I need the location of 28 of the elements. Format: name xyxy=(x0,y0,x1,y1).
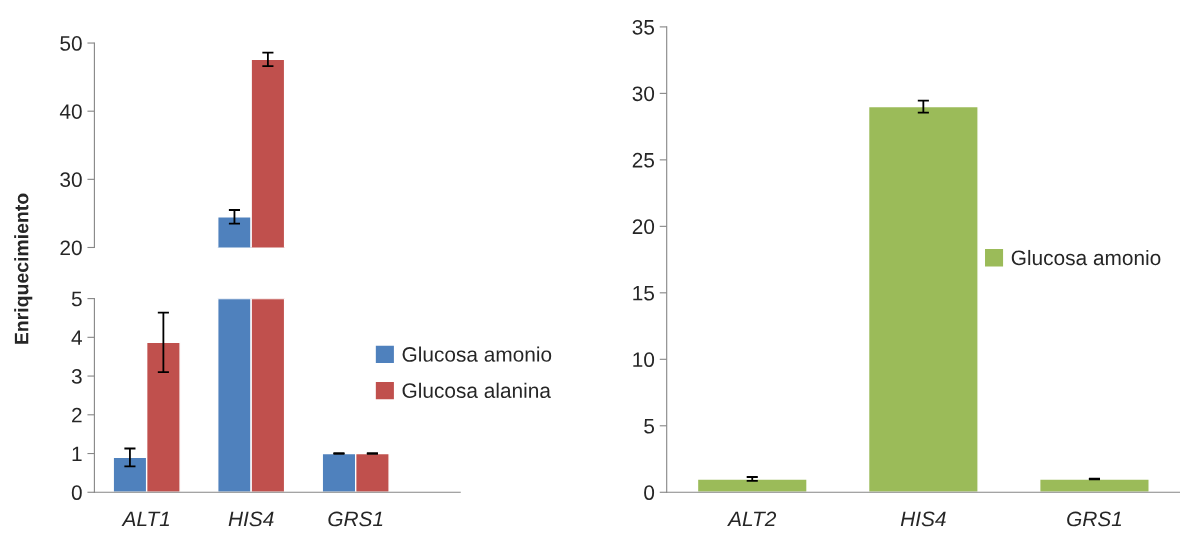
legend-label: Glucosa amonio xyxy=(1011,249,1161,266)
y-tick-label: 3 xyxy=(71,369,82,384)
y-tick-label: 20 xyxy=(632,219,655,235)
x-tick-label: HIS4 xyxy=(228,511,274,527)
y-tick-label: 15 xyxy=(633,286,655,301)
y-tick-label: 50 xyxy=(60,36,82,51)
y-tick-label: 40 xyxy=(59,104,82,119)
x-tick-label: HIS4 xyxy=(900,511,946,527)
y-tick-label: 4 xyxy=(71,330,82,345)
x-tick-label: ALT2 xyxy=(727,511,777,527)
x-tick-label: ALT1 xyxy=(121,511,170,527)
x-tick-label: GRS1 xyxy=(328,511,383,527)
y-tick-label: 0 xyxy=(644,485,655,501)
y-tick-label: 0 xyxy=(71,485,82,501)
y-tick-label: 20 xyxy=(60,240,82,256)
y-axis-title: Enriquecimiento xyxy=(14,193,33,344)
y-tick-label: 35 xyxy=(632,19,655,35)
y-tick-label: 2 xyxy=(72,407,82,423)
x-tick-label: GRS1 xyxy=(1067,511,1122,527)
y-tick-label: 30 xyxy=(632,86,655,102)
y-tick-label: 5 xyxy=(71,291,82,307)
y-tick-label: 5 xyxy=(644,419,655,434)
y-tick-label: 30 xyxy=(60,172,82,188)
y-tick-label: 25 xyxy=(632,152,655,168)
y-tick-label: 1 xyxy=(72,446,82,462)
y-tick-label: 10 xyxy=(633,352,655,368)
legend-label: Glucosa alanina xyxy=(402,382,551,398)
legend-label: Glucosa amonio xyxy=(402,346,552,362)
